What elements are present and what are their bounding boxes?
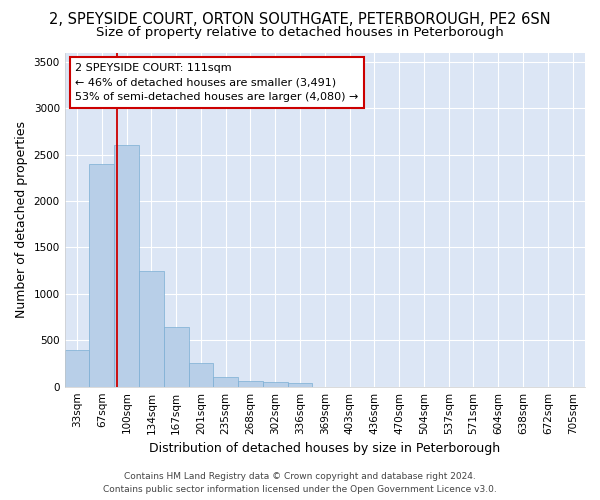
- Y-axis label: Number of detached properties: Number of detached properties: [15, 121, 28, 318]
- Bar: [238, 381, 263, 386]
- Bar: [263, 382, 287, 386]
- Text: Contains HM Land Registry data © Crown copyright and database right 2024.
Contai: Contains HM Land Registry data © Crown c…: [103, 472, 497, 494]
- Bar: [139, 270, 164, 386]
- Bar: [287, 383, 313, 386]
- Bar: [188, 362, 214, 386]
- Text: Size of property relative to detached houses in Peterborough: Size of property relative to detached ho…: [96, 26, 504, 39]
- Bar: [65, 350, 89, 386]
- X-axis label: Distribution of detached houses by size in Peterborough: Distribution of detached houses by size …: [149, 442, 500, 455]
- Bar: [89, 164, 114, 386]
- Text: 2 SPEYSIDE COURT: 111sqm
← 46% of detached houses are smaller (3,491)
53% of sem: 2 SPEYSIDE COURT: 111sqm ← 46% of detach…: [75, 62, 358, 102]
- Bar: [214, 378, 238, 386]
- Bar: [114, 146, 139, 386]
- Bar: [164, 328, 188, 386]
- Text: 2, SPEYSIDE COURT, ORTON SOUTHGATE, PETERBOROUGH, PE2 6SN: 2, SPEYSIDE COURT, ORTON SOUTHGATE, PETE…: [49, 12, 551, 28]
